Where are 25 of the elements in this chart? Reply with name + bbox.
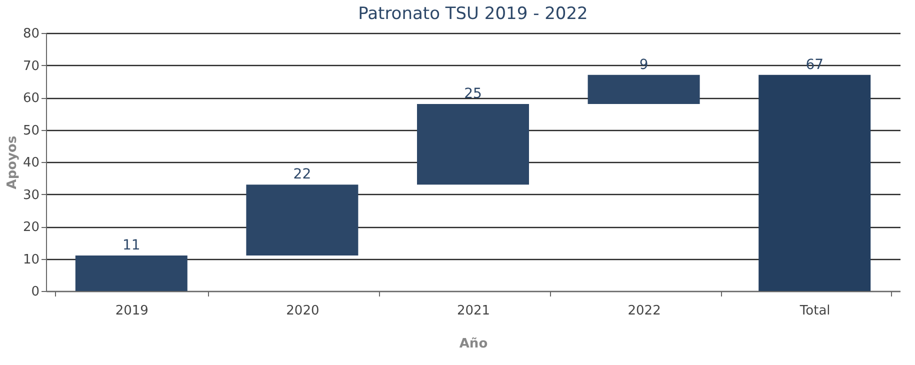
y-tick-label: 80 [22,26,40,42]
bar [417,104,529,185]
chart-title: Patronato TSU 2019 - 2022 [358,4,588,24]
x-tick-label: 2022 [628,304,661,318]
data-label: 11 [122,238,140,254]
x-tick-label: 2019 [115,304,148,318]
y-axis-title: Apoyos [4,136,20,190]
y-tick-label: 60 [22,91,40,106]
y-tick-label: 10 [22,252,40,268]
bar [246,184,358,256]
y-tick-label: 30 [22,188,40,203]
y-tick-label: 0 [31,284,40,300]
data-label: 25 [464,86,482,102]
y-tick-label: 50 [22,123,40,138]
data-label: 22 [293,166,312,183]
y-tick-label: 70 [22,58,40,74]
x-tick-label: Total [798,304,830,318]
x-axis-title: Año [459,336,488,352]
x-tick-label: 2021 [456,304,490,318]
bar [75,256,188,291]
bar [588,74,700,104]
bar [758,74,871,291]
y-tick-label: 20 [22,220,40,235]
x-tick-label: 2020 [286,304,320,318]
y-tick-label: 40 [22,156,40,170]
